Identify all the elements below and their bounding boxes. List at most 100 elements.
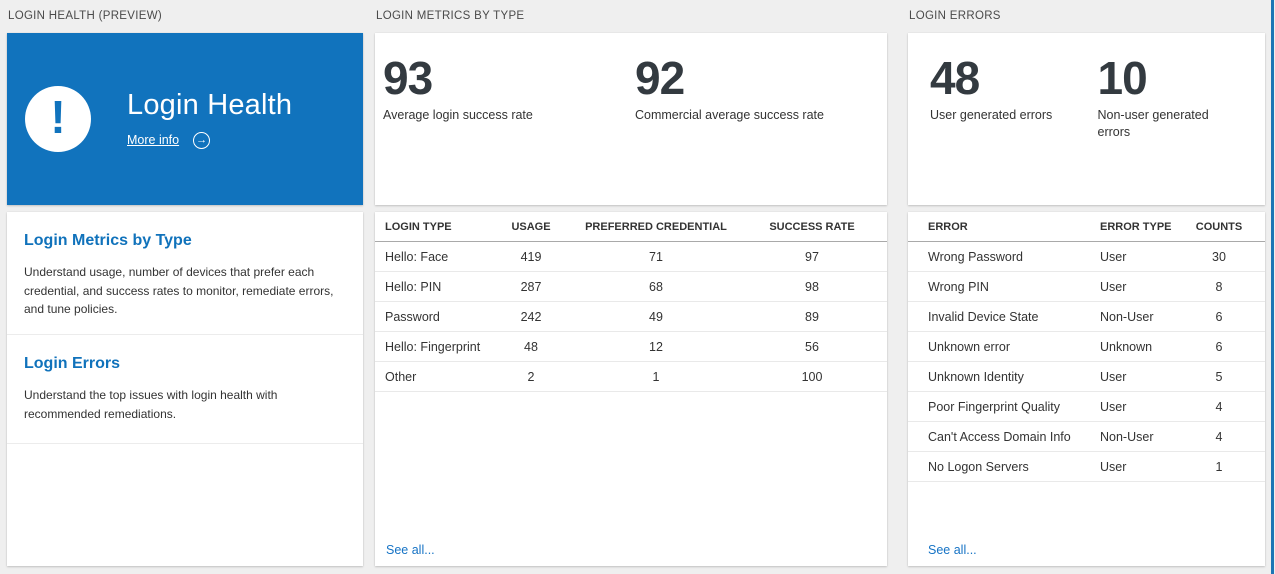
table-cell: 98 bbox=[805, 279, 819, 294]
table-header-row: ERROR ERROR TYPE COUNTS bbox=[908, 212, 1265, 242]
metric-label: Average login success rate bbox=[383, 108, 533, 123]
section-title-login-health: LOGIN HEALTH (PREVIEW) bbox=[8, 10, 162, 22]
table-row[interactable]: Password 242 49 89 bbox=[375, 302, 887, 332]
table-cell: 71 bbox=[649, 249, 663, 264]
metrics-row: 48 User generated errors 10 Non-user gen… bbox=[908, 33, 1265, 141]
metric-value: 48 bbox=[930, 52, 980, 104]
metric-label: User generated errors bbox=[930, 108, 1053, 123]
table-cell: 4 bbox=[1215, 429, 1223, 444]
table-cell: 68 bbox=[649, 279, 663, 294]
table-cell: Unknown Identity bbox=[928, 369, 1024, 384]
login-errors-section[interactable]: Login Errors Understand the top issues w… bbox=[7, 335, 363, 444]
table-cell: User bbox=[1100, 369, 1127, 384]
table-cell: 48 bbox=[524, 339, 538, 354]
login-metrics-table-tile: LOGIN TYPE USAGE PREFERRED CREDENTIAL SUCCE… bbox=[375, 212, 887, 566]
table-row[interactable]: Wrong PIN User 8 bbox=[908, 272, 1265, 302]
table-row[interactable]: Poor Fingerprint Quality User 4 bbox=[908, 392, 1265, 422]
table-cell: Hello: Fingerprint bbox=[385, 339, 481, 354]
exclamation-icon: ! bbox=[25, 86, 91, 152]
metric-value: 10 bbox=[1097, 52, 1148, 104]
login-metrics-column: LOGIN METRICS BY TYPE 93 Average login s… bbox=[375, 0, 887, 574]
table-row[interactable]: Wrong Password User 30 bbox=[908, 242, 1265, 272]
login-metrics-by-type-section[interactable]: Login Metrics by Type Understand usage, … bbox=[7, 212, 363, 335]
table-cell: 56 bbox=[805, 339, 819, 354]
metric-average-login-success-rate: 93 Average login success rate bbox=[383, 54, 635, 124]
table-cell: 287 bbox=[520, 279, 542, 294]
login-errors-table: ERROR ERROR TYPE COUNTS Wrong Password User 3… bbox=[908, 212, 1265, 482]
table-cell: Hello: Face bbox=[385, 249, 449, 264]
table-cell: User bbox=[1100, 279, 1127, 294]
column-header: USAGE bbox=[511, 220, 551, 233]
metric-user-generated-errors: 48 User generated errors bbox=[930, 54, 1098, 141]
table-cell: 89 bbox=[805, 309, 819, 324]
table-cell: 6 bbox=[1215, 339, 1223, 354]
metric-commercial-average-success-rate: 92 Commercial average success rate bbox=[635, 54, 887, 124]
table-cell: 100 bbox=[801, 369, 823, 384]
table-row[interactable]: Unknown Identity User 5 bbox=[908, 362, 1265, 392]
column-header: ERROR TYPE bbox=[1100, 220, 1172, 233]
table-cell: Wrong PIN bbox=[928, 279, 989, 294]
arrow-right-icon[interactable]: → bbox=[193, 131, 211, 149]
table-cell: 1 bbox=[652, 369, 660, 384]
table-row[interactable]: Other 2 1 100 bbox=[375, 362, 887, 392]
see-all-link-metrics[interactable]: See all... bbox=[386, 543, 435, 557]
more-info-row: More info → bbox=[127, 131, 292, 149]
table-cell: 8 bbox=[1215, 279, 1223, 294]
table-row[interactable]: Hello: Face 419 71 97 bbox=[375, 242, 887, 272]
table-cell: 49 bbox=[649, 309, 663, 324]
login-errors-heading[interactable]: Login Errors bbox=[24, 355, 121, 372]
see-all-link-errors[interactable]: See all... bbox=[928, 543, 977, 557]
login-metrics-summary-tile: 93 Average login success rate 92 Commerc… bbox=[375, 33, 887, 205]
login-health-column: LOGIN HEALTH (PREVIEW) ! Login Health Mo… bbox=[7, 0, 363, 574]
table-row[interactable]: Unknown error Unknown 6 bbox=[908, 332, 1265, 362]
login-errors-description: Understand the top issues with login hea… bbox=[24, 388, 278, 421]
login-metrics-by-type-description: Understand usage, number of devices that… bbox=[24, 265, 334, 317]
login-errors-summary-tile: 48 User generated errors 10 Non-user gen… bbox=[908, 33, 1265, 205]
table-cell: User bbox=[1100, 459, 1127, 474]
table-cell: Can't Access Domain Info bbox=[928, 429, 1071, 444]
right-edge-accent-line bbox=[1271, 0, 1274, 574]
table-row[interactable]: Invalid Device State Non-User 6 bbox=[908, 302, 1265, 332]
table-cell: Wrong Password bbox=[928, 249, 1023, 264]
table-cell: Non-User bbox=[1100, 309, 1154, 324]
table-cell: Non-User bbox=[1100, 429, 1154, 444]
table-row[interactable]: Hello: PIN 287 68 98 bbox=[375, 272, 887, 302]
metric-label: Commercial average success rate bbox=[635, 108, 824, 123]
metric-label: Non-user generated errors bbox=[1097, 108, 1209, 140]
login-errors-column: LOGIN ERRORS 48 User generated errors 10… bbox=[908, 0, 1265, 574]
login-health-hero-tile[interactable]: ! Login Health More info → bbox=[7, 33, 363, 205]
table-header-row: LOGIN TYPE USAGE PREFERRED CREDENTIAL SUCCE… bbox=[375, 212, 887, 242]
column-header: COUNTS bbox=[1195, 220, 1243, 233]
section-title-login-metrics: LOGIN METRICS BY TYPE bbox=[376, 10, 525, 22]
login-errors-table-tile: ERROR ERROR TYPE COUNTS Wrong Password User 3… bbox=[908, 212, 1265, 566]
table-row[interactable]: Hello: Fingerprint 48 12 56 bbox=[375, 332, 887, 362]
login-metrics-table: LOGIN TYPE USAGE PREFERRED CREDENTIAL SUCCE… bbox=[375, 212, 887, 392]
table-cell: Unknown error bbox=[928, 339, 1010, 354]
table-row[interactable]: Can't Access Domain Info Non-User 4 bbox=[908, 422, 1265, 452]
table-cell: Hello: PIN bbox=[385, 279, 442, 294]
metrics-row: 93 Average login success rate 92 Commerc… bbox=[375, 33, 887, 124]
hero-title: Login Health bbox=[127, 89, 293, 122]
table-cell: 419 bbox=[520, 249, 542, 264]
column-header: LOGIN TYPE bbox=[385, 220, 452, 233]
table-cell: 242 bbox=[520, 309, 542, 324]
metric-value: 93 bbox=[383, 52, 433, 104]
metric-non-user-generated-errors: 10 Non-user generated errors bbox=[1098, 54, 1266, 141]
table-cell: 97 bbox=[805, 249, 819, 264]
table-cell: 4 bbox=[1215, 399, 1223, 414]
section-title-login-errors: LOGIN ERRORS bbox=[909, 10, 1001, 22]
table-cell: 5 bbox=[1215, 369, 1223, 384]
table-cell: Poor Fingerprint Quality bbox=[928, 399, 1061, 414]
table-row[interactable]: No Logon Servers User 1 bbox=[908, 452, 1265, 482]
table-cell: User bbox=[1100, 249, 1127, 264]
table-cell: 1 bbox=[1215, 459, 1223, 474]
column-header: ERROR bbox=[928, 220, 968, 233]
hero-text-block: Login Health More info → bbox=[127, 89, 293, 149]
login-metrics-by-type-heading[interactable]: Login Metrics by Type bbox=[24, 232, 192, 249]
table-cell: Other bbox=[385, 369, 417, 384]
table-cell: 6 bbox=[1215, 309, 1223, 324]
table-cell: Unknown bbox=[1100, 339, 1153, 354]
more-info-link[interactable]: More info bbox=[127, 133, 180, 148]
login-health-description-tile: Login Metrics by Type Understand usage, … bbox=[7, 212, 363, 566]
